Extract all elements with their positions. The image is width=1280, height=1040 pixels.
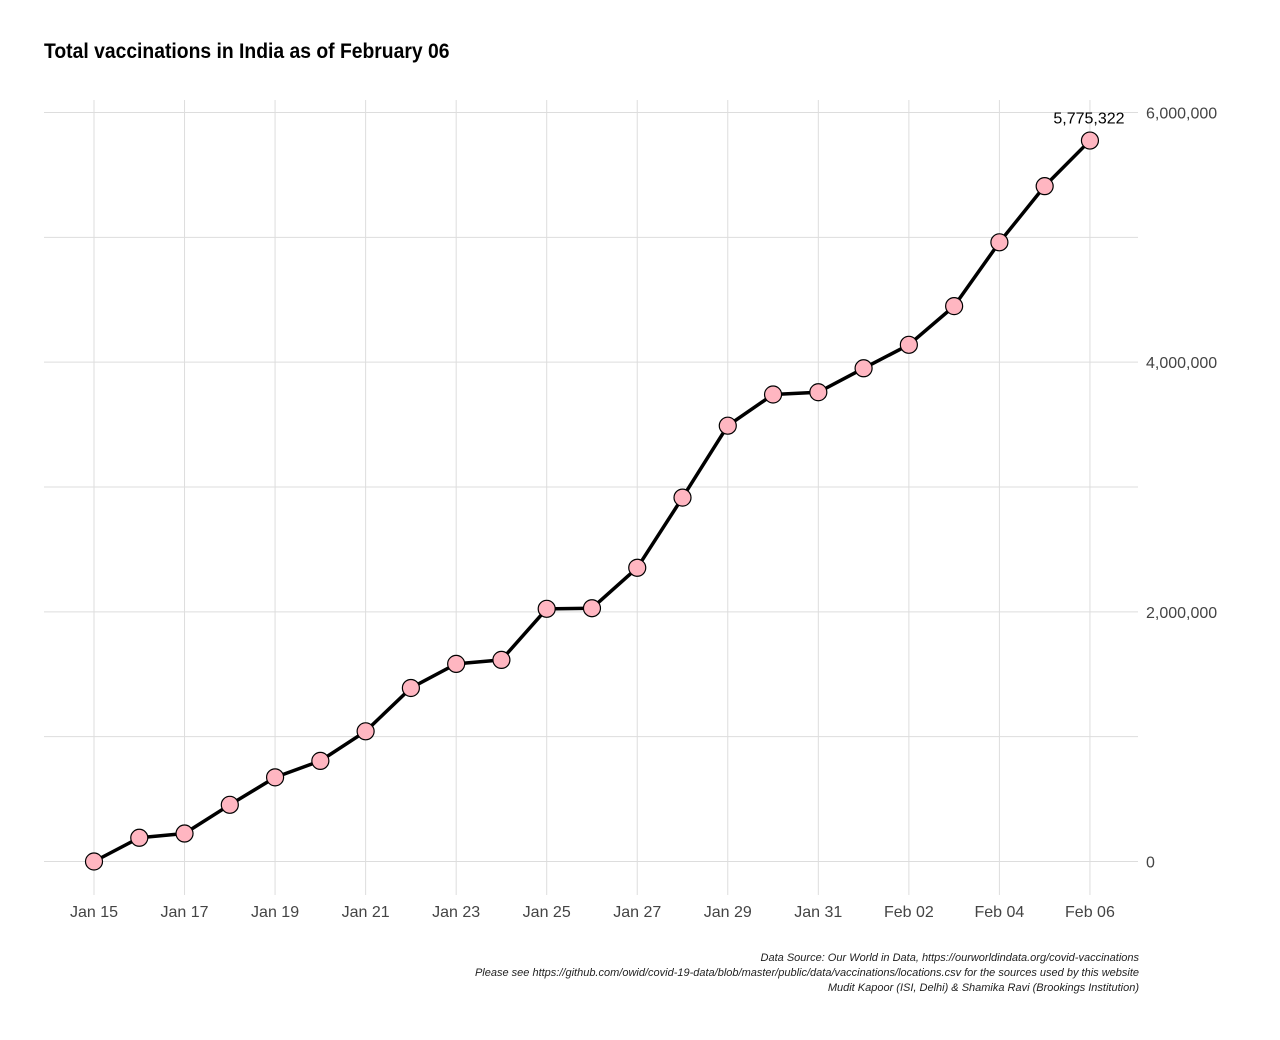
y-tick-label: 4,000,000 (1146, 355, 1217, 372)
caption-data-source: Data Source: Our World in Data, https://… (760, 952, 1139, 964)
data-points (84, 131, 1100, 871)
y-tick-label: 2,000,000 (1146, 605, 1217, 622)
data-point (356, 722, 375, 741)
data-point (492, 650, 511, 669)
data-point (265, 768, 285, 787)
x-tick-label: Feb 02 (884, 904, 934, 921)
caption-authors: Mudit Kapoor (ISI, Delhi) & Shamika Ravi… (827, 982, 1139, 994)
data-point (84, 852, 104, 871)
x-tick-label: Jan 29 (704, 904, 752, 921)
x-tick-label: Jan 17 (161, 904, 209, 921)
annotations: 5,775,322 (1053, 111, 1124, 128)
data-point (718, 416, 737, 435)
x-tick-label: Jan 25 (523, 904, 571, 921)
data-point (809, 383, 828, 402)
data-point (311, 751, 330, 770)
x-tick-label: Jan 31 (794, 904, 842, 921)
data-point (130, 828, 149, 847)
data-point (1035, 177, 1054, 196)
data-point (763, 385, 783, 404)
chart-caption: Data Source: Our World in Data, https://… (475, 951, 1139, 996)
data-point (899, 335, 918, 354)
last-value-label: 5,775,322 (1053, 111, 1124, 128)
x-tick-label: Jan 23 (432, 904, 480, 921)
x-tick-label: Jan 19 (251, 904, 299, 921)
chart-title: Total vaccinations in India as of Februa… (44, 40, 450, 63)
y-tick-label: 6,000,000 (1146, 106, 1217, 123)
data-point (673, 488, 692, 507)
x-tick-label: Jan 27 (613, 904, 661, 921)
data-point (220, 795, 239, 814)
gridlines (44, 100, 1138, 895)
data-point (1080, 131, 1100, 150)
y-axis: 0 2,000,000 4,000,000 6,000,000 (1146, 106, 1217, 872)
data-point (582, 599, 602, 618)
data-point (990, 233, 1009, 252)
x-axis: Jan 15 Jan 17 Jan 19 Jan 21 Jan 23 Jan 25 Jan … (70, 904, 1115, 921)
x-tick-label: Feb 06 (1065, 904, 1115, 921)
data-point (945, 297, 964, 316)
data-point (401, 678, 420, 698)
data-point (175, 824, 194, 843)
vaccinations-line (92, 138, 1092, 864)
caption-sources-note: Please see https://github.com/owid/covid… (474, 967, 1139, 979)
data-point (854, 359, 873, 378)
x-tick-label: Jan 15 (70, 904, 118, 921)
data-point (628, 558, 647, 577)
data-point (537, 599, 556, 618)
x-tick-label: Jan 21 (342, 904, 390, 921)
y-tick-label: 0 (1146, 855, 1155, 872)
x-tick-label: Feb 04 (974, 904, 1024, 921)
series-line (92, 138, 1092, 864)
data-point (447, 654, 466, 673)
